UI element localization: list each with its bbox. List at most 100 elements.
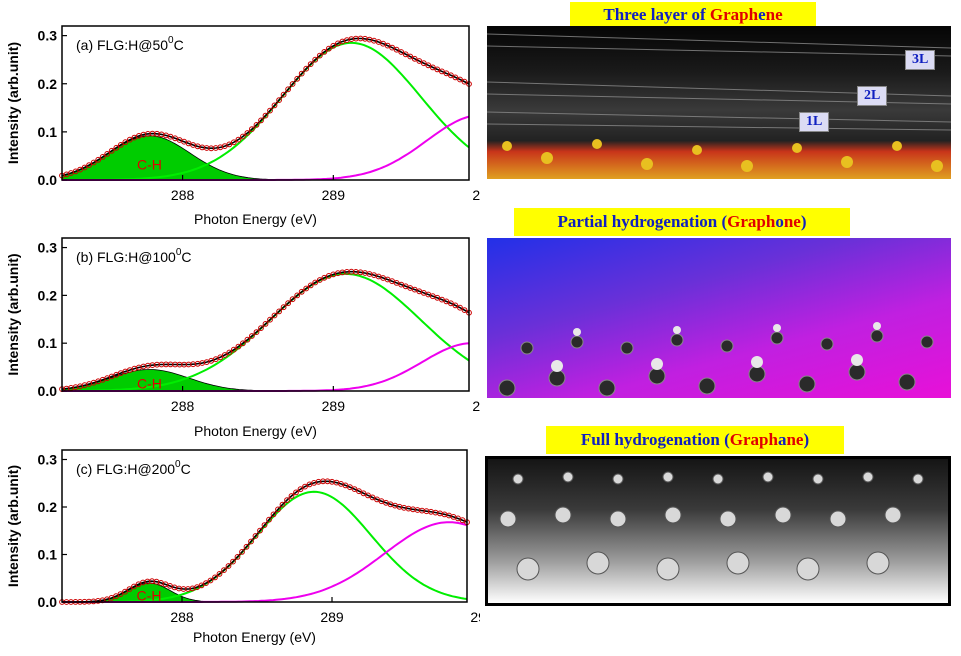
y-tick-label: 0.2 — [38, 76, 58, 92]
data-point — [429, 64, 436, 71]
x-tick-label: 289 — [322, 398, 346, 414]
data-point — [126, 136, 133, 143]
data-point — [117, 142, 124, 148]
data-point — [267, 316, 273, 323]
data-point — [452, 74, 459, 81]
data-point — [108, 147, 115, 154]
data-point — [389, 44, 396, 51]
data-point — [303, 65, 310, 72]
layer-tag-1l: 1L — [799, 112, 830, 132]
x-tick-label: 289 — [322, 187, 346, 203]
y-tick-label: 0.0 — [38, 383, 58, 399]
banner-middle-red1: Graph — [727, 212, 776, 231]
fit-envelope — [62, 480, 468, 603]
data-point — [221, 352, 228, 358]
y-axis-label: Intensity (arb.unit) — [5, 253, 21, 375]
data-point — [104, 151, 111, 157]
data-point — [230, 346, 237, 353]
data-point — [230, 139, 237, 146]
data-point — [279, 501, 286, 508]
data-point — [384, 42, 391, 49]
y-tick-label: 0.2 — [38, 499, 58, 515]
data-point — [420, 60, 427, 67]
data-point — [216, 571, 223, 577]
data-point — [230, 558, 236, 565]
data-point — [77, 166, 83, 173]
data-point — [262, 321, 269, 327]
data-point — [235, 136, 242, 143]
data-point — [312, 279, 319, 286]
data-point — [285, 86, 292, 93]
y-tick-label: 0.1 — [38, 547, 58, 563]
y-axis-label: Intensity (arb.unit) — [5, 42, 21, 164]
data-point — [293, 489, 299, 496]
data-point — [225, 563, 232, 569]
banner-bottom-tail: ) — [803, 430, 810, 449]
data-point — [457, 76, 463, 83]
chart-panel-2: 0.0 0.1 0.2 0.3 288 289 290 Photon Energy (eV) I… — [5, 237, 480, 439]
banner-top-mid: e — [758, 5, 766, 24]
x-tick-label: 290 — [470, 609, 480, 625]
banner-bottom-text: Full hydrogenation ( — [580, 430, 730, 449]
data-point — [461, 307, 468, 314]
data-point — [325, 45, 332, 52]
data-point — [284, 497, 290, 504]
x-axis-label: Photon Energy (eV) — [194, 423, 317, 439]
y-tick-label: 0.0 — [38, 594, 58, 610]
x-tick-label: 288 — [171, 187, 195, 203]
banner-middle-tail: ) — [800, 212, 807, 231]
x-axis-label: Photon Energy (eV) — [194, 211, 317, 227]
data-point — [126, 586, 133, 592]
data-point — [86, 162, 92, 169]
y-tick-label: 0.1 — [38, 124, 58, 140]
data-point — [249, 333, 255, 339]
data-point — [298, 288, 305, 295]
data-point — [239, 549, 245, 555]
data-point — [122, 588, 128, 595]
data-point — [407, 53, 414, 60]
data-point — [288, 493, 295, 499]
data-point — [249, 126, 255, 133]
data-point — [243, 543, 250, 550]
banner-top-red1: Graph — [709, 5, 759, 24]
data-point — [131, 583, 137, 590]
data-point — [275, 506, 281, 513]
data-point — [316, 277, 323, 283]
banner-top-text: Three layer of — [603, 5, 710, 24]
data-point — [122, 139, 129, 146]
data-point — [448, 72, 454, 79]
xps-charts: 0.0 0.1 0.2 0.3 288 289 290 Photon Energy (eV) I… — [5, 25, 480, 645]
data-point — [461, 78, 468, 85]
fit-envelope — [61, 37, 470, 177]
banner-top-red2: ne — [765, 5, 783, 24]
y-axis-label: Intensity (arb.unit) — [5, 465, 21, 587]
data-point — [285, 300, 292, 307]
data-point — [448, 300, 454, 307]
data-point — [113, 593, 119, 600]
three-layer-graphene-image: 3L 2L 1L — [487, 26, 951, 179]
data-point — [393, 46, 400, 53]
x-tick-label: 288 — [170, 609, 194, 625]
banner-bottom-red1: Graph — [729, 430, 778, 449]
x-tick-label: 289 — [320, 609, 344, 625]
x-axis-label: Photon Energy (eV) — [193, 629, 316, 645]
ch-peak-label: C-H — [137, 157, 162, 173]
x-tick-label: 288 — [171, 398, 195, 414]
data-point — [271, 312, 278, 319]
data-point — [434, 66, 441, 73]
banner-middle-text: Partial hydrogenation ( — [557, 212, 728, 231]
data-point — [457, 304, 463, 311]
data-point — [360, 490, 367, 497]
y-tick-label: 0.1 — [38, 335, 58, 351]
data-point — [321, 49, 328, 55]
data-point — [270, 511, 277, 518]
data-point — [351, 486, 358, 493]
data-point — [253, 122, 260, 128]
data-point — [203, 580, 209, 586]
data-point — [294, 75, 301, 82]
y-tick-label: 0.3 — [38, 240, 58, 256]
y-tick-label: 0.3 — [38, 452, 58, 468]
banner-middle-mid: o — [775, 212, 784, 231]
data-point — [221, 567, 227, 573]
layer-tag-2l: 2L — [857, 86, 888, 106]
